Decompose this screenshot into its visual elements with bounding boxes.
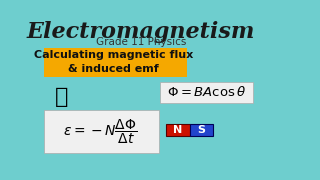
FancyBboxPatch shape (160, 82, 253, 103)
FancyBboxPatch shape (44, 48, 187, 77)
Text: $\varepsilon = -N\dfrac{\Delta\Phi}{\Delta t}$: $\varepsilon = -N\dfrac{\Delta\Phi}{\Del… (63, 118, 138, 146)
Text: $\Phi = BA\cos\theta$: $\Phi = BA\cos\theta$ (167, 86, 246, 99)
Bar (189, 124, 213, 136)
Text: Grade 11 Physics: Grade 11 Physics (96, 37, 186, 47)
Text: N: N (173, 125, 183, 135)
Text: Electromagnetism: Electromagnetism (27, 21, 255, 43)
Text: 💡: 💡 (55, 87, 68, 107)
Text: S: S (197, 125, 205, 135)
Bar (166, 124, 189, 136)
Text: Calculating magnetic flux
& induced emf: Calculating magnetic flux & induced emf (34, 50, 193, 74)
Bar (234, 79, 288, 160)
FancyBboxPatch shape (44, 110, 159, 152)
